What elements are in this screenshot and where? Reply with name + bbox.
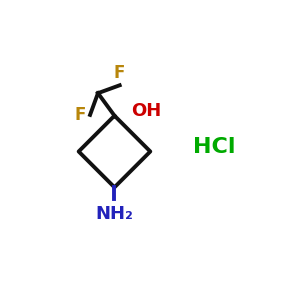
Text: HCl: HCl [193,137,235,157]
Text: OH: OH [131,102,161,120]
Text: F: F [74,106,85,124]
Text: NH₂: NH₂ [95,205,134,223]
Text: F: F [114,64,125,82]
